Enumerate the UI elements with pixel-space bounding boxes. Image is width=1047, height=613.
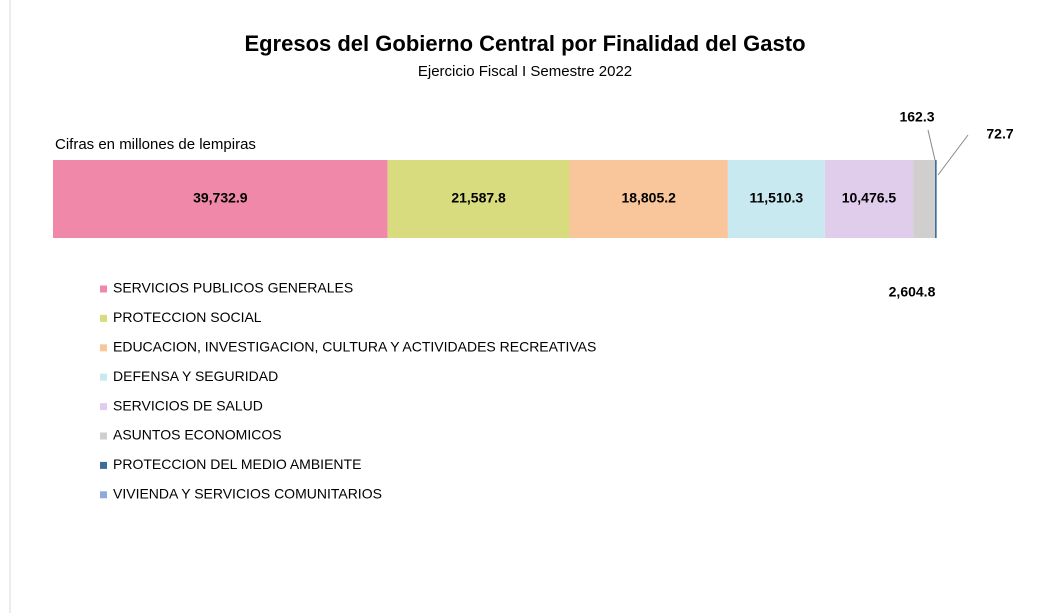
bar-segment — [727, 160, 825, 238]
bar-segment — [569, 160, 728, 238]
bar-segment — [913, 160, 936, 238]
data-label: 2,604.8 — [889, 284, 936, 300]
bar-segment — [387, 160, 570, 238]
data-label: 18,805.2 — [621, 190, 676, 206]
legend-swatch — [100, 314, 107, 322]
leader-line — [927, 129, 936, 161]
legend-label: SERVICIOS PUBLICOS GENERALES — [113, 280, 353, 296]
legend-swatch — [100, 285, 107, 293]
leader-line — [937, 134, 969, 176]
data-label: 10,476.5 — [842, 190, 897, 206]
legend-swatch — [100, 461, 107, 469]
data-label: 11,510.3 — [749, 190, 803, 206]
chart-title: Egresos del Gobierno Central por Finalid… — [244, 31, 805, 56]
bar-segment — [53, 160, 388, 238]
bar-segment — [824, 160, 914, 238]
data-label: 162.3 — [899, 109, 934, 125]
bar-segment — [936, 160, 937, 238]
legend-swatch — [100, 403, 107, 411]
legend-label: ASUNTOS ECONOMICOS — [113, 427, 282, 443]
legend-label: EDUCACION, INVESTIGACION, CULTURA Y ACTI… — [113, 339, 596, 355]
data-label: 72.7 — [986, 126, 1013, 142]
legend-swatch — [100, 491, 107, 499]
legend-swatch — [100, 432, 107, 440]
legend-label: SERVICIOS DE SALUD — [113, 397, 263, 413]
legend-label: DEFENSA Y SEGURIDAD — [113, 368, 278, 384]
bar-segment — [935, 160, 937, 238]
legend-label: PROTECCION SOCIAL — [113, 309, 262, 325]
legend-label: VIVIENDA Y SERVICIOS COMUNITARIOS — [113, 486, 382, 502]
chart-subtitle: Ejercicio Fiscal I Semestre 2022 — [418, 63, 632, 80]
annotation: Cifras en millones de lempiras — [55, 136, 256, 153]
legend-label: PROTECCION DEL MEDIO AMBIENTE — [113, 456, 361, 472]
legend-swatch — [100, 373, 107, 381]
data-label: 39,732.9 — [193, 190, 248, 206]
data-label: 21,587.8 — [451, 190, 506, 206]
legend-swatch — [100, 344, 107, 352]
